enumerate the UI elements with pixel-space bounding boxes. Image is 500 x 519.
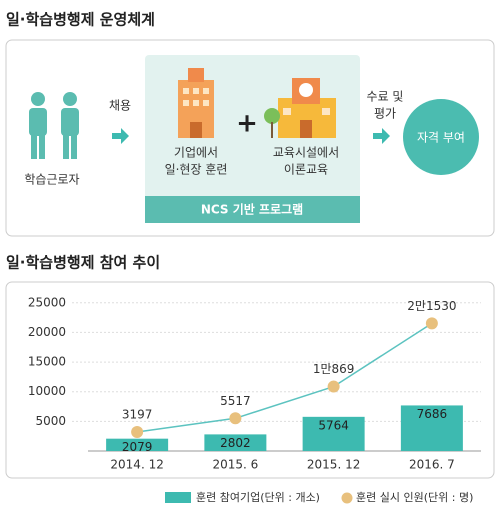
legend-swatch — [341, 492, 353, 504]
company-label: 기업에서 — [174, 146, 218, 160]
arrow — [112, 128, 129, 144]
chart: 5000 10000 15000 20000 25000 2014. 12 2015. 6 2… — [28, 295, 481, 504]
bar — [106, 438, 169, 451]
bar-value-label: 2802 — [220, 436, 251, 450]
school-label: 교육시설에서 — [273, 146, 339, 160]
legend-swatch — [165, 492, 191, 503]
arrow — [373, 128, 390, 144]
qualification-circle — [403, 99, 479, 175]
bar — [400, 405, 463, 451]
chart-box — [5, 281, 495, 479]
company-label: 일·현장 훈련 — [165, 163, 228, 177]
y-tick-label: 25000 — [28, 295, 66, 309]
worker-label: 학습근로자 — [24, 173, 79, 187]
legend-label: 훈련 실시 인원(단위 : 명) — [356, 491, 473, 504]
evaluation-label: 수료 및 — [367, 90, 404, 104]
legend-label: 훈련 참여기업(단위 : 개소) — [196, 491, 320, 504]
bar-value-label: 2079 — [122, 440, 153, 454]
x-tick-label: 2014. 12 — [110, 458, 163, 472]
bar-value-label: 7686 — [417, 407, 448, 421]
point-value-label: 1만869 — [313, 362, 355, 376]
point — [327, 380, 340, 393]
y-tick-label: 20000 — [28, 325, 66, 339]
line — [137, 322, 433, 433]
x-tick-label: 2015. 6 — [212, 458, 258, 472]
plus-sign: + — [236, 109, 258, 139]
evaluation-label: 평가 — [374, 107, 396, 121]
diagram-title: 일·학습병행제 운영체계 — [6, 11, 155, 29]
school-icon — [264, 78, 336, 138]
bar-value-label: 5764 — [318, 418, 349, 432]
company-icon — [178, 68, 214, 138]
y-tick-label: 15000 — [28, 355, 66, 369]
chart-title: 일·학습병행제 참여 추이 — [6, 254, 160, 272]
point-value-label: 3197 — [122, 408, 153, 422]
program-label: NCS 기반 프로그램 — [201, 202, 303, 217]
school-label: 이론교육 — [284, 163, 328, 177]
point-value-label: 5517 — [220, 394, 251, 408]
y-tick-label: 10000 — [28, 384, 66, 398]
point-value-label: 2만1530 — [407, 299, 456, 313]
hire-label: 채용 — [109, 99, 131, 113]
x-tick-label: 2016. 7 — [409, 458, 455, 472]
qualification-label: 자격 부여 — [417, 131, 465, 145]
bar — [204, 434, 267, 451]
bar — [302, 416, 365, 451]
point — [425, 317, 438, 330]
point — [229, 412, 242, 425]
x-tick-label: 2015. 12 — [307, 458, 360, 472]
y-tick-label: 5000 — [35, 414, 66, 428]
point — [131, 426, 144, 439]
program-bar — [145, 196, 360, 223]
worker-icon — [29, 92, 79, 159]
